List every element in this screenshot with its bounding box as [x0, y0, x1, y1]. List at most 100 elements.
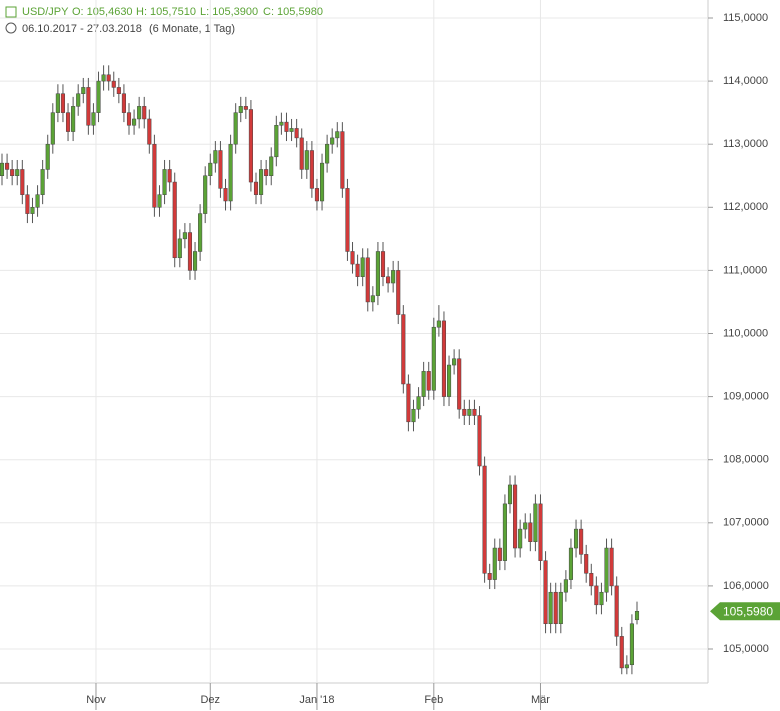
close-label: C: 105,5980 [263, 6, 323, 18]
low-label: L: 105,3900 [200, 6, 258, 18]
x-tick-label: Dez [200, 694, 220, 706]
candle-body [55, 93, 60, 113]
candle-body [284, 121, 289, 132]
y-tick-label: 105,0000 [723, 643, 769, 655]
candle-body [5, 162, 10, 170]
candle-body [45, 143, 50, 170]
candle-body [30, 207, 35, 214]
candle-body [269, 156, 274, 177]
candle-body [182, 232, 187, 240]
candle-body [462, 408, 467, 416]
candle-body [228, 143, 233, 202]
candle-body [172, 181, 177, 259]
candle-body [167, 169, 172, 183]
candle-body [152, 143, 157, 208]
candle-body [304, 150, 309, 170]
candle-body [111, 80, 116, 88]
candle-body [71, 106, 76, 132]
candle-body [25, 194, 30, 214]
candle-body [594, 585, 599, 606]
candle-body [15, 169, 20, 177]
candle-body [192, 251, 198, 271]
candle-body [350, 251, 355, 265]
candle-body [563, 579, 568, 593]
candle-body [279, 121, 284, 126]
candle-body [203, 175, 208, 214]
y-tick-label: 109,0000 [723, 391, 769, 403]
candle-body [629, 623, 634, 666]
candle-body [634, 611, 640, 621]
candle-body [259, 169, 264, 195]
candle-body [177, 238, 182, 259]
candle-body [274, 125, 279, 158]
candle-body [584, 554, 589, 574]
candle-body [233, 112, 238, 145]
candle-body [81, 87, 86, 94]
candle-body [492, 547, 497, 580]
candle-body [533, 503, 538, 542]
candle-body [314, 188, 320, 202]
candle-body [309, 150, 314, 189]
candle-body [624, 664, 629, 669]
open-label: O: 105,4630 [72, 6, 133, 18]
candle-body [370, 295, 375, 303]
candle-body [325, 143, 330, 164]
candle-body [132, 118, 137, 126]
y-tick-label: 107,0000 [723, 517, 769, 529]
y-tick-label: 111,0000 [723, 264, 767, 276]
candle-body [76, 93, 81, 107]
candle-body [91, 112, 96, 126]
clock-icon [5, 22, 17, 34]
candle-body [142, 106, 147, 120]
candle-body [380, 251, 386, 277]
candle-body [299, 137, 304, 170]
y-tick-label: 115,0000 [723, 12, 768, 24]
symbol: USD/JPY [22, 6, 69, 18]
candle-body [198, 213, 203, 252]
candle-body [538, 503, 543, 561]
candle-body [319, 162, 325, 202]
candle-body [187, 232, 193, 271]
candle-body [162, 169, 167, 195]
candle-body [573, 528, 579, 549]
candle-body [121, 93, 126, 113]
candle-body [528, 522, 533, 542]
candle-body [391, 270, 396, 284]
candle-body [223, 188, 228, 202]
candle-body [579, 528, 584, 555]
candle-body [441, 320, 447, 397]
candle-body [457, 358, 462, 410]
x-tick-label: Mär [531, 694, 550, 706]
candle-body [568, 547, 574, 580]
candle-body [213, 150, 218, 164]
candle-body [446, 364, 452, 397]
candle-body [589, 573, 594, 587]
candle-body [86, 87, 91, 126]
candle-body [502, 503, 507, 561]
candle-body [467, 408, 472, 416]
candle-body [248, 109, 253, 183]
candle-body [416, 396, 421, 410]
candle-body [101, 74, 106, 82]
candle-body [157, 194, 162, 208]
candle-body [60, 93, 66, 113]
candle-body [609, 547, 614, 587]
x-tick-label: Jan '18 [299, 694, 334, 706]
x-tick-label: Feb [424, 694, 443, 706]
candle-body [106, 74, 111, 82]
candle-body [355, 263, 360, 277]
candle-body [548, 591, 553, 625]
candle-body [0, 162, 5, 177]
y-tick-label: 108,0000 [723, 454, 769, 466]
candle-body [137, 106, 142, 120]
candle-body [253, 181, 259, 195]
date-range: 06.10.2017 - 27.03.2018 [22, 23, 142, 35]
candle-body [558, 591, 563, 625]
candle-body [35, 194, 40, 208]
candle-body [238, 106, 243, 113]
candle-body [426, 371, 431, 391]
y-tick-label: 113,0000 [723, 138, 768, 150]
header: USD/JPY O: 105,4630 H: 105,7510 L: 105,3… [5, 6, 323, 35]
candle-body [599, 591, 604, 606]
